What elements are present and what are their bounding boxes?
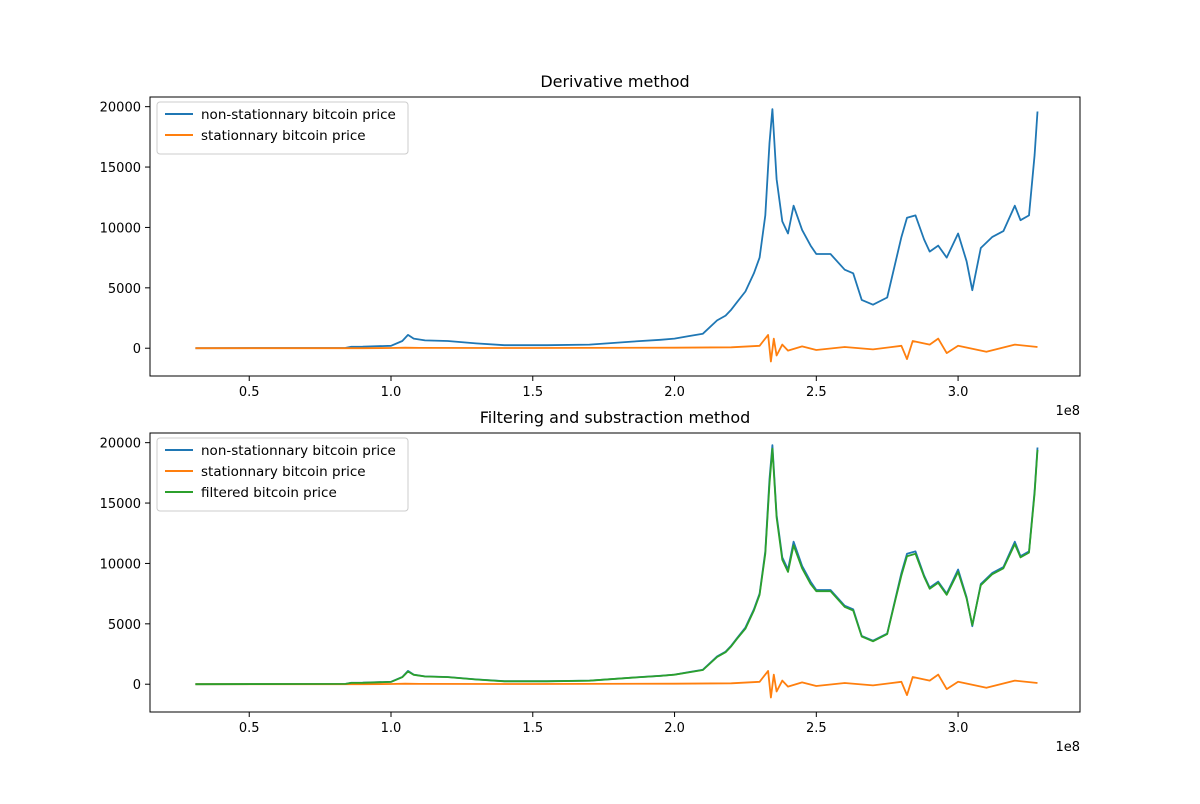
- x-tick-label: 2.5: [806, 385, 827, 400]
- x-offset-label: 1e8: [1055, 740, 1080, 755]
- series-line-2: [195, 334, 1038, 363]
- y-tick-label: 15000: [100, 497, 141, 512]
- legend-entry: stationnary bitcoin price: [201, 128, 366, 144]
- y-tick-label: 20000: [100, 101, 141, 116]
- y-tick-label: 0: [133, 342, 141, 357]
- x-offset-label: 1e8: [1055, 404, 1080, 419]
- chart-panel-1: Derivative method 0.5 1.0 1.5 2.0 2.5 3.0 1e8 0 5…: [100, 72, 1081, 419]
- series-line-1: [195, 108, 1039, 350]
- legend-entry: filtered bitcoin price: [201, 485, 337, 501]
- y-tick-label: 10000: [100, 557, 141, 572]
- x-tick-label: 3.0: [948, 385, 969, 400]
- legend: non-stationnary bitcoin price stationnary…: [156, 437, 409, 512]
- y-tick-label: 10000: [100, 221, 141, 236]
- x-tick-label: 1.5: [522, 385, 543, 400]
- x-tick-label: 2.0: [664, 721, 685, 736]
- legend-entry: stationnary bitcoin price: [201, 464, 366, 480]
- series-group: [195, 108, 1039, 363]
- x-tick-label: 0.5: [239, 385, 260, 400]
- chart-panel-2: Filtering and substraction method 0.5 1.0 1…: [100, 408, 1081, 755]
- x-tick-label: 2.0: [664, 385, 685, 400]
- x-tick-label: 3.0: [948, 721, 969, 736]
- x-tick-label: 2.5: [806, 721, 827, 736]
- axes-frame: [149, 96, 1081, 377]
- x-tick-label: 0.5: [239, 721, 260, 736]
- chart-title: Derivative method: [540, 72, 689, 91]
- chart-title: Filtering and substraction method: [480, 408, 751, 427]
- legend: non-stationnary bitcoin price stationnary…: [156, 101, 409, 155]
- legend-entry: non-stationnary bitcoin price: [201, 107, 396, 123]
- x-tick-label: 1.0: [381, 721, 402, 736]
- axes-frame: [149, 432, 1081, 713]
- series-line-3: [195, 447, 1039, 686]
- x-tick-label: 1.5: [522, 721, 543, 736]
- series-line-2: [195, 670, 1038, 699]
- y-tick-label: 0: [133, 678, 141, 693]
- legend-box: [156, 437, 409, 512]
- x-tick-label: 1.0: [381, 385, 402, 400]
- legend-box: [156, 101, 409, 155]
- legend-entry: non-stationnary bitcoin price: [201, 443, 396, 459]
- y-tick-label: 5000: [108, 618, 141, 633]
- y-tick-label: 15000: [100, 161, 141, 176]
- y-tick-label: 20000: [100, 437, 141, 452]
- series-group: [195, 444, 1039, 699]
- y-tick-label: 5000: [108, 282, 141, 297]
